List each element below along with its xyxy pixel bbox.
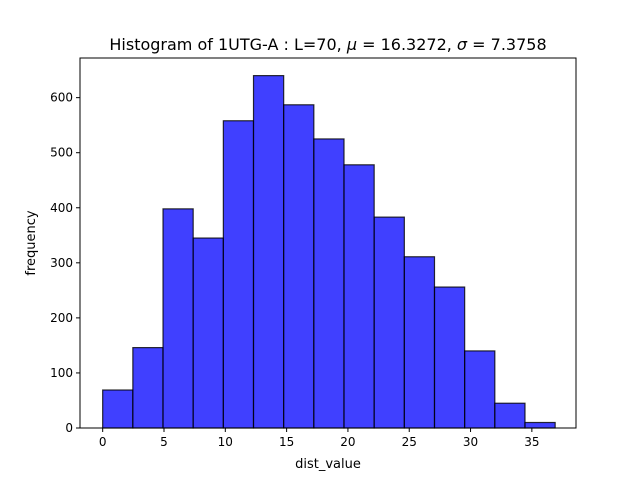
y-tick-label: 0 bbox=[65, 421, 73, 435]
histogram-bar bbox=[464, 350, 496, 429]
x-tick-label: 5 bbox=[160, 435, 168, 449]
y-axis-label: frequency bbox=[24, 210, 39, 276]
histogram-bar bbox=[433, 286, 466, 429]
x-axis: 0 5 10 15 20 25 30 35 bbox=[99, 428, 539, 449]
histogram-bar bbox=[283, 104, 315, 429]
y-tick-label: 200 bbox=[50, 311, 73, 325]
x-tick-label: 10 bbox=[218, 435, 233, 449]
y-tick-label: 100 bbox=[50, 366, 73, 380]
x-tick-label: 30 bbox=[463, 435, 478, 449]
bars-group bbox=[102, 75, 556, 429]
histogram-bar bbox=[313, 138, 345, 429]
histogram-bar bbox=[222, 120, 255, 429]
y-tick-label: 600 bbox=[50, 91, 73, 105]
histogram-bar bbox=[132, 347, 164, 429]
histogram-bar bbox=[373, 216, 405, 429]
y-tick-label: 500 bbox=[50, 146, 73, 160]
histogram-bar bbox=[343, 164, 375, 429]
x-axis-label: dist_value bbox=[295, 457, 361, 472]
x-tick-label: 0 bbox=[99, 435, 107, 449]
histogram-bar bbox=[524, 421, 556, 429]
y-axis: 0 100 200 300 400 500 600 bbox=[50, 91, 80, 435]
plot-frame bbox=[79, 57, 577, 429]
histogram-bar bbox=[252, 75, 285, 429]
y-tick-label: 400 bbox=[50, 201, 73, 215]
histogram-bar bbox=[494, 402, 526, 429]
histogram-bar bbox=[192, 237, 224, 429]
histogram-bar bbox=[162, 208, 194, 429]
x-tick-label: 35 bbox=[524, 435, 539, 449]
histogram-bar bbox=[102, 389, 134, 429]
x-tick-label: 15 bbox=[279, 435, 294, 449]
x-tick-label: 25 bbox=[402, 435, 417, 449]
chart-title: Histogram of 1UTG-A : L=70, μ = 16.3272,… bbox=[109, 35, 546, 54]
x-tick-label: 20 bbox=[340, 435, 355, 449]
histogram-bar bbox=[403, 256, 436, 429]
y-tick-label: 300 bbox=[50, 256, 73, 270]
